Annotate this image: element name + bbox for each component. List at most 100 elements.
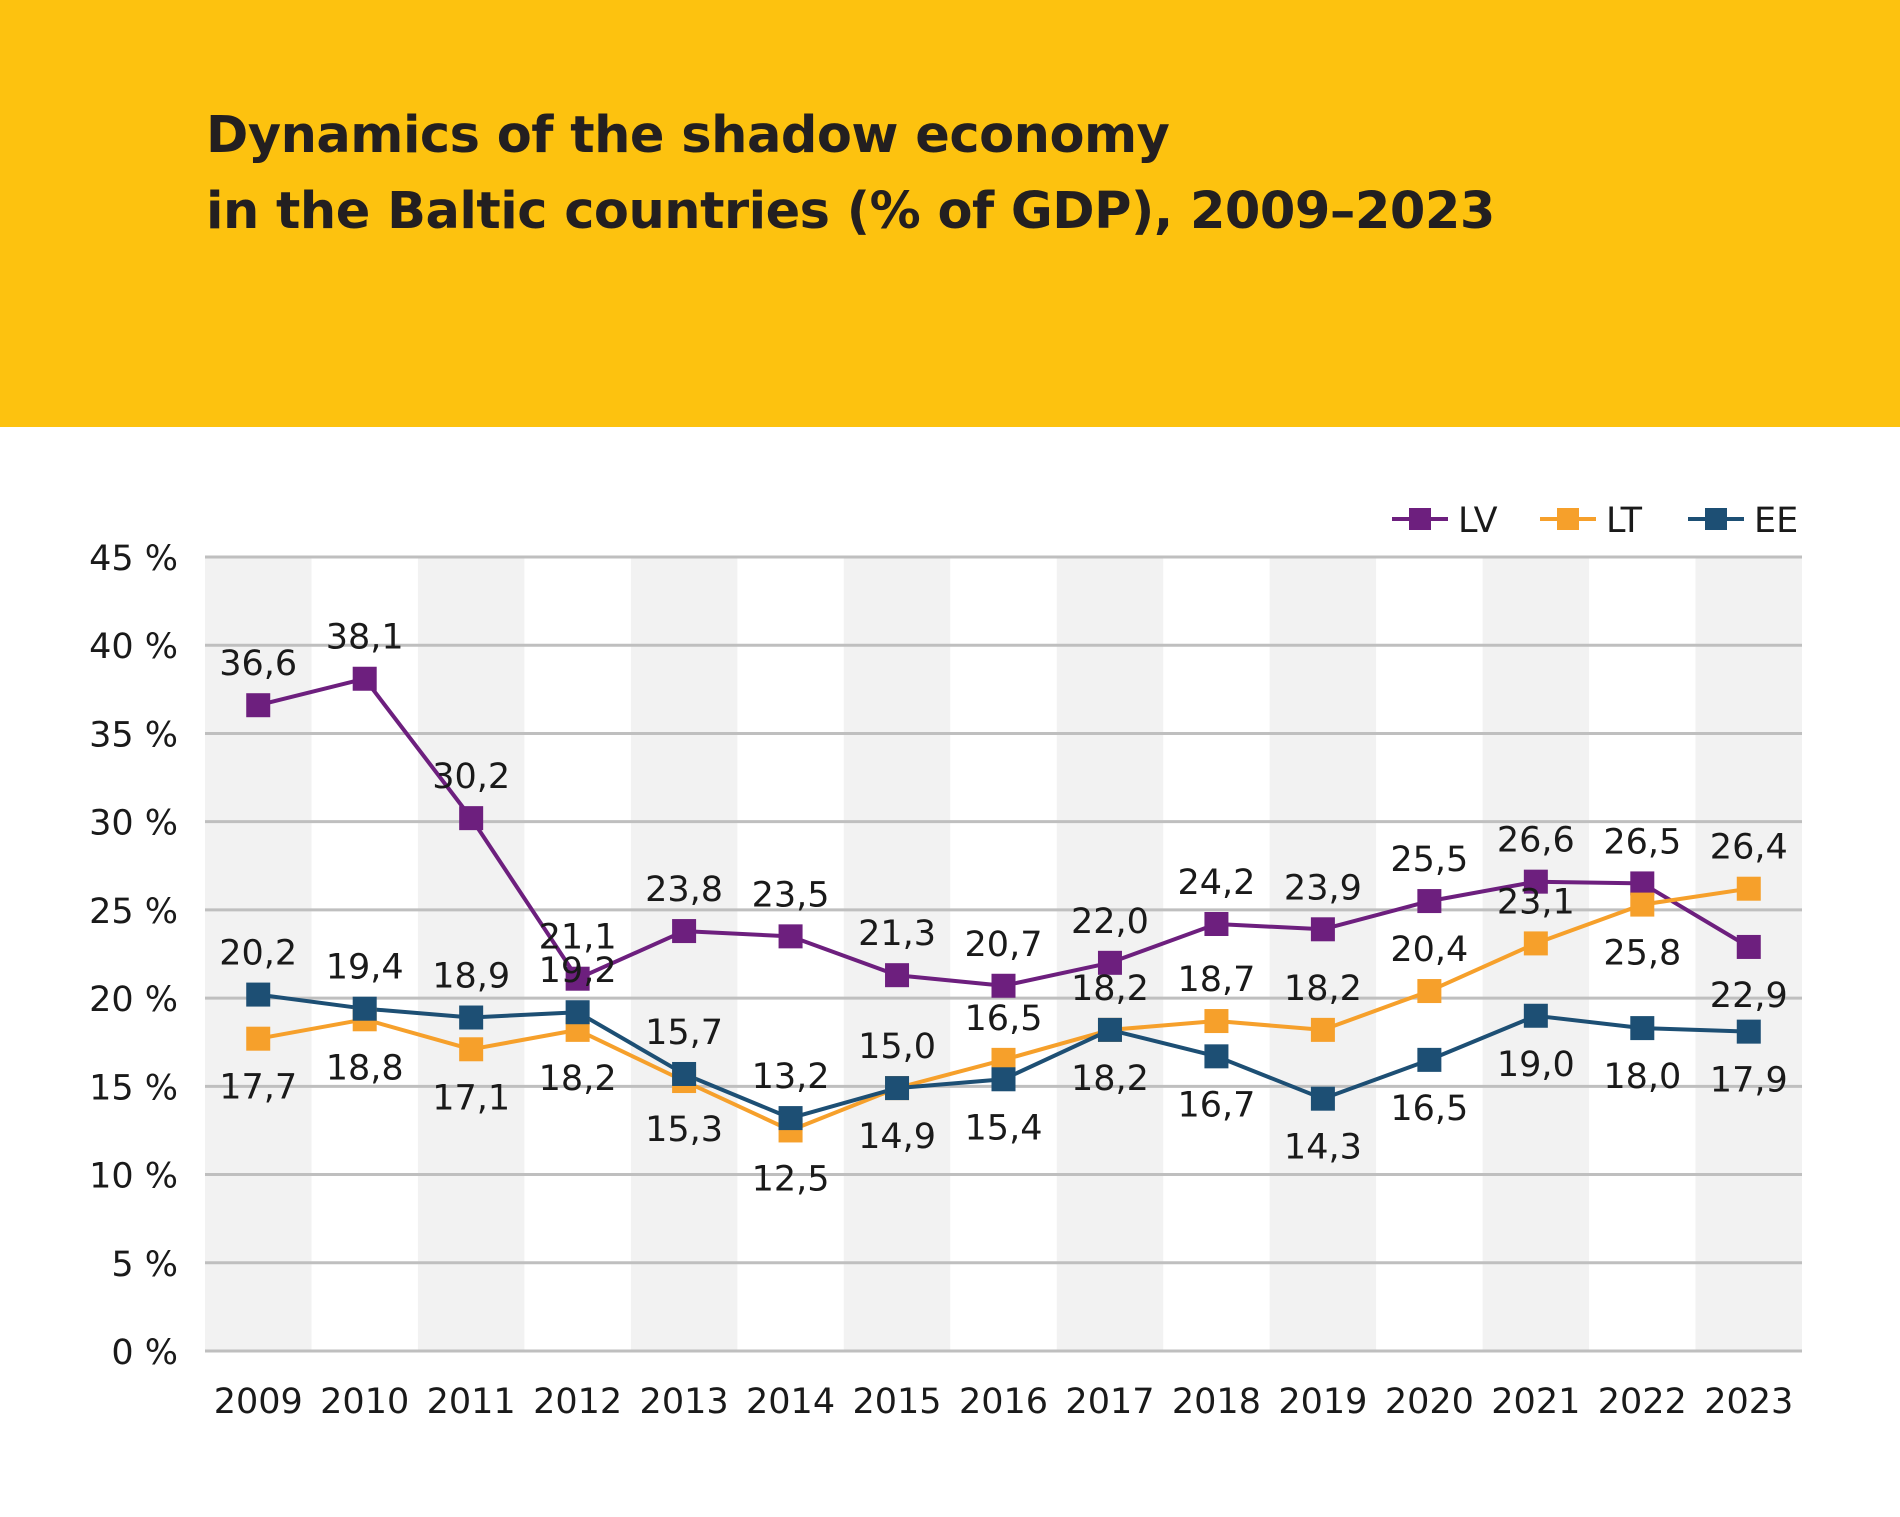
- marker-lv-2010: [352, 666, 377, 691]
- marker-ee-2010: [352, 996, 377, 1021]
- marker-ee-2019: [1310, 1086, 1335, 1111]
- marker-lv-2022: [1630, 871, 1655, 896]
- marker-ee-2021: [1523, 1003, 1548, 1028]
- data-label-ee-2023: 17,9: [1710, 1061, 1788, 1101]
- y-tick-label: 40 %: [89, 627, 178, 667]
- marker-lt-2011: [459, 1037, 484, 1062]
- data-label-lt-2019: 18,2: [1284, 969, 1362, 1009]
- marker-lv-2020: [1417, 889, 1442, 914]
- data-label-lt-2020: 20,4: [1390, 930, 1468, 970]
- marker-lv-2019: [1310, 917, 1335, 942]
- band-2019: [1269, 557, 1377, 1351]
- marker-lv-2021: [1523, 869, 1548, 894]
- x-tick-label: 2010: [320, 1382, 409, 1422]
- data-label-lv-2020: 25,5: [1390, 840, 1468, 880]
- x-tick-label: 2016: [959, 1382, 1048, 1422]
- y-tick-label: 25 %: [89, 892, 178, 932]
- data-label-lt-2016: 16,5: [965, 999, 1043, 1039]
- x-tick-label: 2011: [427, 1382, 516, 1422]
- data-label-lv-2013: 23,8: [645, 870, 723, 910]
- marker-ee-2020: [1417, 1047, 1442, 1072]
- band-2015: [843, 557, 951, 1351]
- data-label-lv-2018: 24,2: [1177, 863, 1255, 903]
- series-markers: [246, 666, 1761, 1143]
- legend-label-lt: LT: [1606, 501, 1643, 541]
- data-label-lv-2017: 22,0: [1071, 902, 1149, 942]
- data-label-ee-2018: 16,7: [1177, 1085, 1255, 1125]
- line-chart: 0 % 5 % 10 % 15 % 20 % 25 % 30 % 35 % 40 % 45 % 2…: [89, 501, 1802, 1422]
- band-2011: [417, 557, 525, 1351]
- x-tick-label: 2015: [852, 1382, 941, 1422]
- marker-lv-2009: [246, 693, 271, 718]
- marker-lt-2019: [1310, 1017, 1335, 1042]
- marker-ee-2023: [1736, 1019, 1761, 1044]
- data-label-ee-2017: 18,2: [1071, 1059, 1149, 1099]
- data-label-lt-2011: 17,1: [432, 1078, 510, 1118]
- y-axis: 0 % 5 % 10 % 15 % 20 % 25 % 30 % 35 % 40 % 45 %: [89, 539, 178, 1373]
- legend-label-lv: LV: [1458, 501, 1498, 541]
- legend-marker-lt: [1557, 508, 1579, 530]
- marker-ee-2012: [565, 1000, 590, 1025]
- marker-lv-2023: [1736, 934, 1761, 959]
- marker-lv-2016: [991, 973, 1016, 998]
- x-tick-label: 2022: [1598, 1382, 1687, 1422]
- data-label-lv-2009: 36,6: [219, 644, 297, 684]
- marker-ee-2011: [459, 1005, 484, 1030]
- marker-ee-2015: [885, 1076, 910, 1101]
- marker-lt-2022: [1630, 892, 1655, 917]
- legend: LV LT EE: [1392, 501, 1798, 541]
- x-tick-label: 2009: [214, 1382, 303, 1422]
- chart-title-line-1: Dynamics of the shadow economy: [206, 106, 1170, 165]
- data-label-lt-2010: 18,8: [326, 1048, 404, 1088]
- marker-ee-2018: [1204, 1044, 1229, 1069]
- marker-lv-2015: [885, 963, 910, 988]
- data-label-lv-2014: 23,5: [752, 875, 830, 915]
- x-tick-label: 2020: [1385, 1382, 1474, 1422]
- marker-ee-2013: [672, 1061, 697, 1086]
- data-label-ee-2010: 19,4: [326, 948, 404, 988]
- data-label-lt-2018: 18,7: [1177, 960, 1255, 1000]
- data-label-lt-2022: 25,8: [1603, 934, 1681, 974]
- marker-lv-2011: [459, 806, 484, 831]
- x-tick-label: 2012: [533, 1382, 622, 1422]
- data-label-ee-2013: 15,7: [645, 1013, 723, 1053]
- marker-lv-2013: [672, 919, 697, 944]
- data-label-ee-2016: 15,4: [965, 1108, 1043, 1148]
- chart-title-line-2: in the Baltic countries (% of GDP), 2009…: [206, 182, 1495, 241]
- y-tick-label: 20 %: [89, 980, 178, 1020]
- data-label-ee-2014: 13,2: [752, 1057, 830, 1097]
- marker-ee-2009: [246, 982, 271, 1007]
- data-label-ee-2021: 19,0: [1497, 1045, 1575, 1085]
- marker-lt-2023: [1736, 876, 1761, 901]
- x-tick-label: 2013: [640, 1382, 729, 1422]
- marker-lv-2012: [565, 966, 590, 991]
- marker-lv-2018: [1204, 912, 1229, 937]
- marker-ee-2016: [991, 1067, 1016, 1092]
- marker-lv-2014: [778, 924, 803, 949]
- data-label-lt-2021: 23,1: [1497, 882, 1575, 922]
- marker-lt-2018: [1204, 1009, 1229, 1034]
- data-label-lv-2019: 23,9: [1284, 868, 1362, 908]
- y-tick-label: 0 %: [111, 1333, 178, 1373]
- title-banner: [0, 0, 1900, 427]
- marker-ee-2022: [1630, 1016, 1655, 1041]
- data-label-lv-2010: 38,1: [326, 618, 404, 658]
- data-label-ee-2020: 16,5: [1390, 1089, 1468, 1129]
- y-tick-label: 5 %: [111, 1245, 178, 1285]
- plot-background-bands: [205, 557, 1802, 1351]
- data-label-lt-2017: 18,2: [1071, 969, 1149, 1009]
- x-tick-label: 2017: [1065, 1382, 1154, 1422]
- legend-marker-ee: [1705, 508, 1727, 530]
- x-tick-label: 2023: [1704, 1382, 1793, 1422]
- data-label-lv-2011: 30,2: [432, 757, 510, 797]
- data-label-ee-2011: 18,9: [432, 957, 510, 997]
- data-label-lv-2023: 22,9: [1710, 976, 1788, 1016]
- y-tick-label: 10 %: [89, 1157, 178, 1197]
- data-label-lv-2012: 21,1: [539, 918, 617, 958]
- marker-lt-2009: [246, 1026, 271, 1051]
- data-label-lt-2009: 17,7: [219, 1068, 297, 1108]
- data-label-lv-2015: 21,3: [858, 914, 936, 954]
- chart-title: Dynamics of the shadow economy in the Ba…: [206, 98, 1495, 250]
- marker-ee-2014: [778, 1106, 803, 1131]
- x-tick-label: 2019: [1278, 1382, 1367, 1422]
